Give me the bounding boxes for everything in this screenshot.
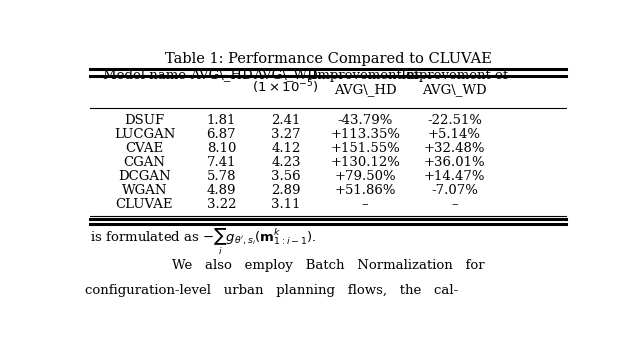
Text: 6.87: 6.87 (207, 128, 236, 140)
Text: CLUVAE: CLUVAE (116, 198, 173, 211)
Text: is formulated as $-\sum_i g_{\theta^{\prime},s_i}(\mathbf{m}^k_{1:i-1}).$: is formulated as $-\sum_i g_{\theta^{\pr… (90, 226, 316, 257)
Text: Model name: Model name (103, 69, 186, 82)
Text: $(1 \times 10^{-5})$: $(1 \times 10^{-5})$ (252, 79, 319, 96)
Text: Improvement of: Improvement of (401, 69, 508, 82)
Text: AVG\_HD: AVG\_HD (190, 69, 253, 82)
Text: +51.86%: +51.86% (335, 184, 396, 197)
Text: +14.47%: +14.47% (424, 170, 485, 183)
Text: Improvement of: Improvement of (312, 69, 419, 82)
Text: –: – (362, 198, 369, 211)
Text: 2.41: 2.41 (271, 114, 301, 126)
Text: WGAN: WGAN (122, 184, 167, 197)
Text: -43.79%: -43.79% (337, 114, 393, 126)
Text: 3.22: 3.22 (207, 198, 236, 211)
Text: 4.23: 4.23 (271, 156, 301, 169)
Text: AVG\_HD: AVG\_HD (334, 83, 397, 96)
Text: +151.55%: +151.55% (330, 142, 400, 155)
Text: +130.12%: +130.12% (330, 156, 400, 169)
Text: 2.89: 2.89 (271, 184, 301, 197)
Text: 4.12: 4.12 (271, 142, 301, 155)
Text: +5.14%: +5.14% (428, 128, 481, 140)
Text: +113.35%: +113.35% (330, 128, 400, 140)
Text: AVG\_WD: AVG\_WD (253, 69, 318, 82)
Text: +32.48%: +32.48% (424, 142, 485, 155)
Text: -22.51%: -22.51% (427, 114, 482, 126)
Text: –: – (451, 198, 458, 211)
Text: 3.27: 3.27 (271, 128, 301, 140)
Text: -7.07%: -7.07% (431, 184, 478, 197)
Text: DSUF: DSUF (124, 114, 164, 126)
Text: We   also   employ   Batch   Normalization   for: We also employ Batch Normalization for (172, 259, 484, 272)
Text: CGAN: CGAN (124, 156, 166, 169)
Text: 3.56: 3.56 (271, 170, 301, 183)
Text: +36.01%: +36.01% (424, 156, 485, 169)
Text: Table 1: Performance Compared to CLUVAE: Table 1: Performance Compared to CLUVAE (164, 52, 492, 66)
Text: DCGAN: DCGAN (118, 170, 171, 183)
Text: configuration-level   urban   planning   flows,   the   cal-: configuration-level urban planning flows… (85, 284, 458, 297)
Text: AVG\_WD: AVG\_WD (422, 83, 487, 96)
Text: 8.10: 8.10 (207, 142, 236, 155)
Text: +79.50%: +79.50% (334, 170, 396, 183)
Text: 4.89: 4.89 (207, 184, 236, 197)
Text: 5.78: 5.78 (207, 170, 236, 183)
Text: 7.41: 7.41 (207, 156, 236, 169)
Text: LUCGAN: LUCGAN (114, 128, 175, 140)
Text: 1.81: 1.81 (207, 114, 236, 126)
Text: 3.11: 3.11 (271, 198, 301, 211)
Text: CVAE: CVAE (125, 142, 164, 155)
